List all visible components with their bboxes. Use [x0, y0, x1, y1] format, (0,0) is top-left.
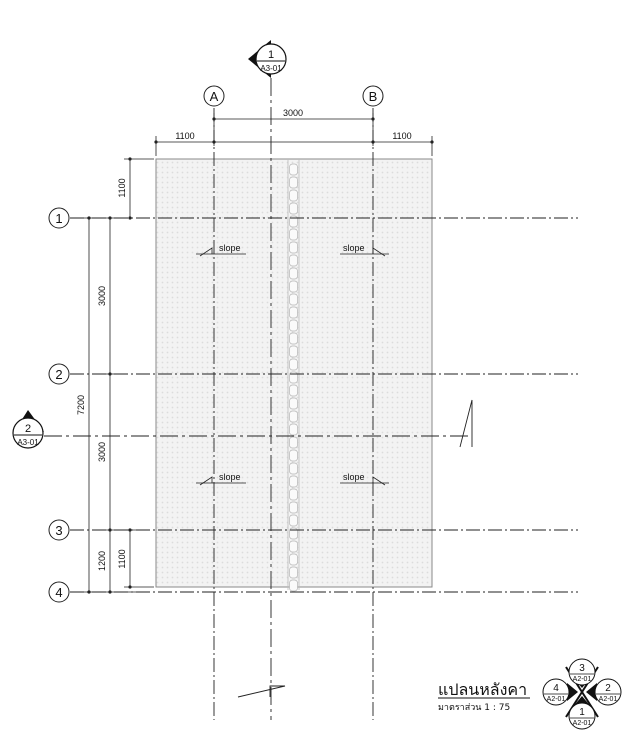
grid-bubble-2: 2 — [48, 363, 70, 385]
svg-text:B: B — [369, 89, 378, 104]
ridge-cap-tile — [289, 553, 298, 566]
ridge-cap-tile — [289, 423, 298, 436]
dim-left-bottom-total: 1200 — [97, 551, 107, 571]
section-marker-left: 2 A3-01 — [12, 410, 44, 449]
svg-text:3: 3 — [579, 663, 585, 674]
ridge-cap-tile — [289, 475, 298, 488]
roof-ridge — [287, 159, 300, 592]
svg-text:A3-01: A3-01 — [17, 438, 39, 447]
ridge-cap-tile — [289, 527, 298, 540]
ridge-cap-tile — [289, 397, 298, 410]
break-mark-right — [459, 399, 473, 448]
svg-text:slope: slope — [219, 472, 241, 482]
ridge-cap-tile — [289, 488, 298, 501]
ridge-cap-tile — [289, 345, 298, 358]
ridge-cap-tile — [289, 202, 298, 215]
ridge-cap-tile — [289, 462, 298, 475]
slope-indicator: slope — [196, 472, 246, 486]
ridge-cap-tile — [289, 358, 298, 371]
grid-bubble-b: B — [362, 85, 384, 107]
ridge-cap-tile — [289, 176, 298, 189]
break-mark-bottom — [237, 685, 286, 698]
ridge-cap-tile — [289, 449, 298, 462]
slope-indicator: slope — [340, 472, 389, 486]
drawing-title: แปลนหลังคา — [438, 680, 528, 699]
ridge-cap-tile — [289, 436, 298, 449]
ridge-cap-tile — [289, 306, 298, 319]
dim-left-total: 7200 — [76, 395, 86, 415]
svg-text:2: 2 — [55, 367, 62, 382]
slope-indicator: slope — [196, 243, 246, 257]
grid-bubble-a: A — [203, 85, 225, 107]
svg-text:A: A — [210, 89, 219, 104]
ridge-cap-tile — [289, 501, 298, 514]
svg-text:slope: slope — [343, 243, 365, 253]
svg-text:2: 2 — [605, 683, 611, 694]
ridge-cap-tile — [289, 267, 298, 280]
ridge-cap-tile — [289, 163, 298, 176]
svg-text:A2-01: A2-01 — [573, 720, 592, 727]
svg-text:A2-01: A2-01 — [573, 676, 592, 683]
section-marker-top: 1 A3-01 — [248, 40, 287, 78]
ridge-cap-tile — [289, 215, 298, 228]
dim-top-right-overhang: 1100 — [392, 131, 411, 141]
dim-left-span-1: 3000 — [97, 286, 107, 306]
ridge-cap-tile — [289, 540, 298, 553]
ridge-cap-tile — [289, 293, 298, 306]
ridge-cap-tile — [289, 566, 298, 579]
svg-text:A2-01: A2-01 — [599, 696, 618, 703]
ridge-cap-tile — [289, 332, 298, 345]
svg-text:1: 1 — [55, 211, 62, 226]
svg-text:A2-01: A2-01 — [547, 696, 566, 703]
top-dimension-line — [155, 113, 433, 156]
svg-text:2: 2 — [25, 423, 31, 435]
slope-indicator: slope — [340, 243, 389, 257]
ridge-cap-tile — [289, 371, 298, 384]
ridge-cap-tile — [289, 410, 298, 423]
left-dimension-lines — [83, 158, 154, 593]
ridge-cap-tile — [289, 319, 298, 332]
elevation-marker: 3 A2-01 4 A2-01 2 A2-01 1 A2-01 — [542, 658, 622, 730]
svg-text:slope: slope — [343, 472, 365, 482]
grid-bubble-3: 3 — [48, 519, 70, 541]
svg-text:A3-01: A3-01 — [260, 64, 282, 73]
ridge-cap-tile — [289, 254, 298, 267]
dim-left-top-overhang: 1100 — [117, 178, 127, 197]
dim-left-span-2: 3000 — [97, 442, 107, 462]
ridge-cap-tile — [289, 189, 298, 202]
ridge-cap-tile — [289, 514, 298, 527]
dim-top-span: 3000 — [283, 108, 303, 118]
dim-left-bottom-overhang: 1100 — [117, 549, 127, 568]
drawing-scale: มาตราส่วน 1 : 75 — [438, 703, 511, 713]
ridge-cap-tile — [289, 384, 298, 397]
svg-text:3: 3 — [55, 523, 62, 538]
ridge-cap-tile — [289, 228, 298, 241]
ridge-cap-tile — [289, 241, 298, 254]
svg-text:1: 1 — [268, 49, 274, 61]
grid-bubble-4: 4 — [48, 581, 70, 603]
grid-bubble-1: 1 — [48, 207, 70, 229]
ridge-cap-tile — [289, 280, 298, 293]
ridge-cap-tile — [289, 579, 298, 592]
dim-top-left-overhang: 1100 — [175, 131, 194, 141]
svg-text:4: 4 — [553, 683, 559, 694]
svg-text:4: 4 — [55, 585, 62, 600]
svg-text:1: 1 — [579, 707, 585, 718]
svg-text:slope: slope — [219, 243, 241, 253]
